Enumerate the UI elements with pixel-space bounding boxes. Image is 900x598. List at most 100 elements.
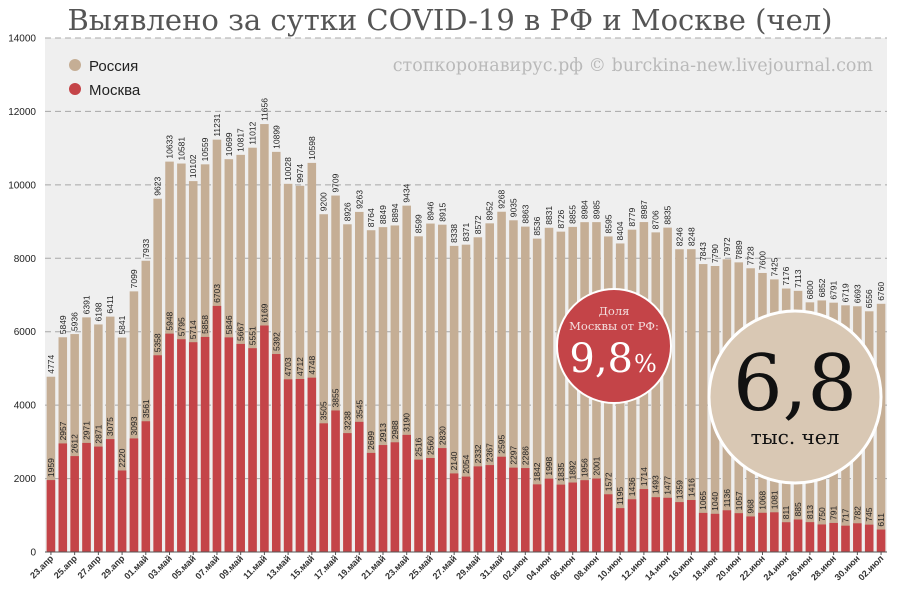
data-label-moscow: 1892 bbox=[568, 460, 578, 479]
data-labels: 4774 1959 5849 2957 5936 2612 6391 2971 6198 2871… bbox=[46, 98, 886, 527]
data-label-moscow: 5667 bbox=[236, 322, 246, 341]
data-label-russia: 5849 bbox=[58, 315, 68, 334]
bar-moscow bbox=[793, 519, 803, 552]
bar-moscow bbox=[283, 379, 293, 552]
x-tick-label: 09.май bbox=[217, 553, 245, 581]
x-tick-label: 06.июн bbox=[548, 553, 577, 582]
bar-moscow bbox=[746, 516, 755, 552]
bar-moscow bbox=[710, 513, 720, 552]
bar-russia bbox=[141, 260, 151, 552]
data-label-russia: 6556 bbox=[864, 289, 874, 308]
data-label-moscow: 1835 bbox=[556, 462, 566, 481]
data-label-moscow: 1040 bbox=[710, 492, 720, 511]
data-label-moscow: 1195 bbox=[615, 487, 625, 506]
bar-moscow bbox=[414, 459, 423, 552]
data-label-russia: 8863 bbox=[520, 204, 530, 223]
data-label-russia: 7972 bbox=[722, 237, 732, 256]
data-label-russia: 10633 bbox=[165, 135, 175, 159]
data-label-russia: 7843 bbox=[698, 242, 708, 261]
x-tick-label: 23.май bbox=[383, 553, 411, 581]
data-label-moscow: 2699 bbox=[366, 431, 376, 450]
bar-moscow bbox=[864, 524, 874, 552]
bar-moscow bbox=[82, 442, 91, 552]
bar-moscow bbox=[46, 480, 56, 552]
data-label-moscow: 813 bbox=[805, 505, 815, 519]
bar-moscow bbox=[248, 348, 257, 552]
y-tick-label: 0 bbox=[30, 548, 36, 559]
data-label-russia: 8952 bbox=[485, 201, 495, 220]
data-label-russia: 9035 bbox=[508, 198, 518, 217]
y-tick-label: 4000 bbox=[14, 401, 37, 412]
bar-moscow bbox=[485, 465, 494, 552]
data-label-moscow: 968 bbox=[746, 499, 756, 513]
bar-russia bbox=[521, 226, 530, 552]
x-tick-label: 27.май bbox=[431, 553, 459, 581]
x-tick-label: 29.май bbox=[454, 553, 482, 581]
data-label-moscow: 2830 bbox=[437, 426, 447, 445]
data-label-russia: 8835 bbox=[663, 205, 673, 224]
bar-moscow bbox=[141, 421, 151, 552]
bar-moscow bbox=[378, 445, 388, 552]
data-label-russia: 8987 bbox=[639, 200, 649, 219]
data-label-russia: 8706 bbox=[651, 210, 661, 229]
bar-moscow bbox=[307, 377, 317, 552]
data-label-russia: 6391 bbox=[82, 295, 92, 314]
x-tick-label: 16.июн bbox=[667, 553, 696, 582]
x-tick-label: 08.июн bbox=[572, 553, 601, 582]
bar-russia bbox=[675, 249, 684, 552]
data-label-moscow: 4748 bbox=[307, 355, 317, 374]
bar-russia bbox=[307, 162, 317, 553]
bar-moscow bbox=[568, 482, 578, 552]
data-label-moscow: 3505 bbox=[319, 401, 329, 420]
bar-russia bbox=[687, 249, 696, 552]
data-label-moscow: 2297 bbox=[508, 445, 518, 464]
data-label-moscow: 3561 bbox=[141, 399, 151, 418]
bar-moscow bbox=[117, 470, 127, 552]
x-tick-label: 03.май bbox=[146, 553, 174, 581]
data-label-moscow: 750 bbox=[817, 507, 827, 521]
data-label-russia: 8915 bbox=[437, 203, 447, 222]
data-label-moscow: 3855 bbox=[331, 388, 341, 407]
data-label-russia: 9268 bbox=[497, 190, 507, 209]
data-label-moscow: 1956 bbox=[580, 458, 590, 477]
data-label-moscow: 1136 bbox=[722, 489, 732, 508]
data-label-russia: 9263 bbox=[354, 190, 364, 209]
chart-title: Выявлено за сутки COVID-19 в РФ и Москве… bbox=[67, 3, 832, 37]
bar-moscow bbox=[556, 484, 566, 552]
data-label-moscow: 1493 bbox=[651, 475, 661, 494]
bar-moscow bbox=[592, 478, 601, 552]
bar-moscow bbox=[805, 522, 815, 552]
bar-moscow bbox=[129, 438, 139, 552]
data-label-russia: 8831 bbox=[544, 206, 554, 225]
data-label-moscow: 2871 bbox=[93, 424, 103, 443]
x-tick-label: 22.июн bbox=[738, 553, 767, 582]
data-label-moscow: 2220 bbox=[117, 448, 127, 467]
y-tick-label: 6000 bbox=[14, 327, 37, 338]
data-label-russia: 8849 bbox=[378, 205, 388, 224]
bar-moscow bbox=[509, 467, 518, 552]
data-label-moscow: 2988 bbox=[390, 420, 400, 439]
moscow-share-unit: % bbox=[634, 350, 657, 378]
data-label-moscow: 5846 bbox=[224, 315, 234, 334]
x-tick-label: 15.май bbox=[288, 553, 316, 581]
legend-label-moscow: Москва bbox=[89, 82, 141, 99]
bar-moscow bbox=[200, 336, 210, 552]
bar-russia bbox=[461, 244, 471, 552]
data-label-moscow: 885 bbox=[793, 502, 803, 516]
data-label-russia: 6693 bbox=[852, 284, 862, 303]
data-label-moscow: 3093 bbox=[129, 416, 139, 435]
bar-moscow bbox=[580, 480, 589, 552]
bar-moscow bbox=[734, 513, 744, 552]
bar-moscow bbox=[663, 497, 672, 552]
data-label-moscow: 2516 bbox=[414, 437, 424, 456]
data-label-russia: 10102 bbox=[188, 154, 198, 178]
x-tick-label: 27.апр bbox=[76, 553, 104, 581]
bar-moscow bbox=[153, 355, 162, 552]
x-tick-label: 04.июн bbox=[524, 553, 553, 582]
data-label-russia: 8371 bbox=[461, 222, 471, 241]
bar-moscow bbox=[390, 442, 400, 552]
bar-moscow bbox=[544, 478, 554, 552]
x-tick-label: 21.май bbox=[359, 553, 387, 581]
data-label-moscow: 2560 bbox=[425, 436, 435, 455]
